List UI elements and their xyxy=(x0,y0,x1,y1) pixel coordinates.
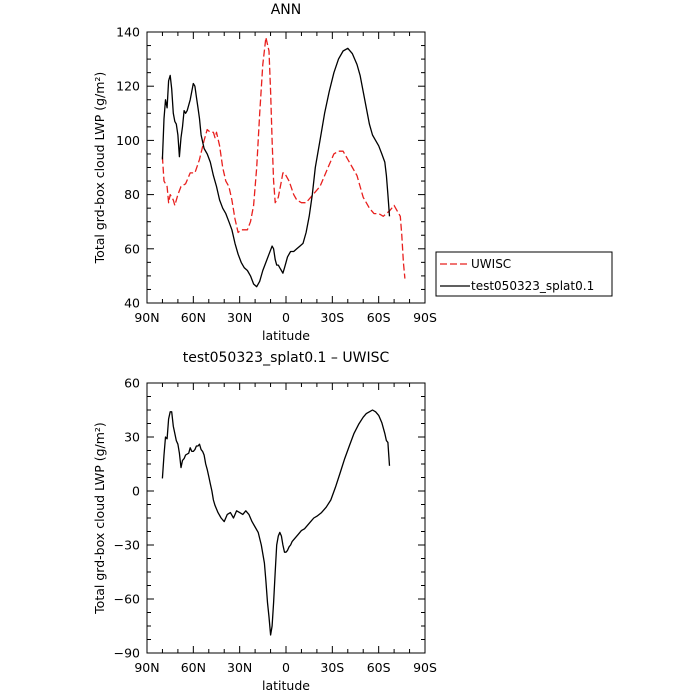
bottom-panel: test050323_splat0.1 – UWISC latitude Tot… xyxy=(92,350,437,693)
y-tick-label: 80 xyxy=(124,187,140,202)
series-line-0-1 xyxy=(161,47,391,288)
y-tick-label: 60 xyxy=(124,376,140,391)
bottom-y-axis-label: Total grd-box cloud LWP (g/m²) xyxy=(92,422,107,615)
x-tick-label: 60S xyxy=(367,310,391,325)
x-tick-label: 60N xyxy=(181,310,206,325)
x-tick-label: 30N xyxy=(227,310,252,325)
x-tick-label: 90S xyxy=(413,660,437,675)
y-tick-label: 140 xyxy=(116,25,140,40)
top-panel: ANN latitude Total grd-box cloud LWP (g/… xyxy=(92,2,437,343)
bottom-x-axis-label: latitude xyxy=(262,678,310,693)
y-tick-label: 100 xyxy=(116,133,140,148)
top-chart-title: ANN xyxy=(271,2,302,18)
x-tick-label: 60S xyxy=(367,660,391,675)
x-tick-label: 90N xyxy=(134,660,159,675)
y-tick-label: 40 xyxy=(124,296,140,311)
top-y-axis-label: Total grd-box cloud LWP (g/m²) xyxy=(92,72,107,265)
x-tick-label: 30N xyxy=(227,660,252,675)
y-tick-label: 120 xyxy=(116,79,140,94)
bottom-chart-title: test050323_splat0.1 – UWISC xyxy=(183,350,390,366)
legend-box xyxy=(435,251,613,297)
y-tick-label: 60 xyxy=(124,241,140,256)
x-tick-label: 0 xyxy=(282,660,290,675)
y-tick-label: −30 xyxy=(114,538,140,553)
series-line-0-0 xyxy=(161,36,406,279)
x-tick-label: 30S xyxy=(320,660,344,675)
y-tick-label: −60 xyxy=(114,592,140,607)
legend-label-uwisc: UWISC xyxy=(471,257,511,271)
x-tick-label: 0 xyxy=(282,310,290,325)
top-x-axis-label: latitude xyxy=(262,328,310,343)
series-line-1-0 xyxy=(161,409,391,636)
plot-frame xyxy=(146,382,426,654)
legend: UWISC test050323_splat0.1 xyxy=(435,251,613,297)
x-tick-label: 90N xyxy=(134,310,159,325)
x-tick-label: 30S xyxy=(320,310,344,325)
y-tick-label: −90 xyxy=(114,646,140,661)
y-tick-label: 30 xyxy=(124,430,140,445)
y-tick-label: 0 xyxy=(132,484,140,499)
legend-label-test: test050323_splat0.1 xyxy=(471,279,594,293)
x-tick-label: 60N xyxy=(181,660,206,675)
x-tick-label: 90S xyxy=(413,310,437,325)
